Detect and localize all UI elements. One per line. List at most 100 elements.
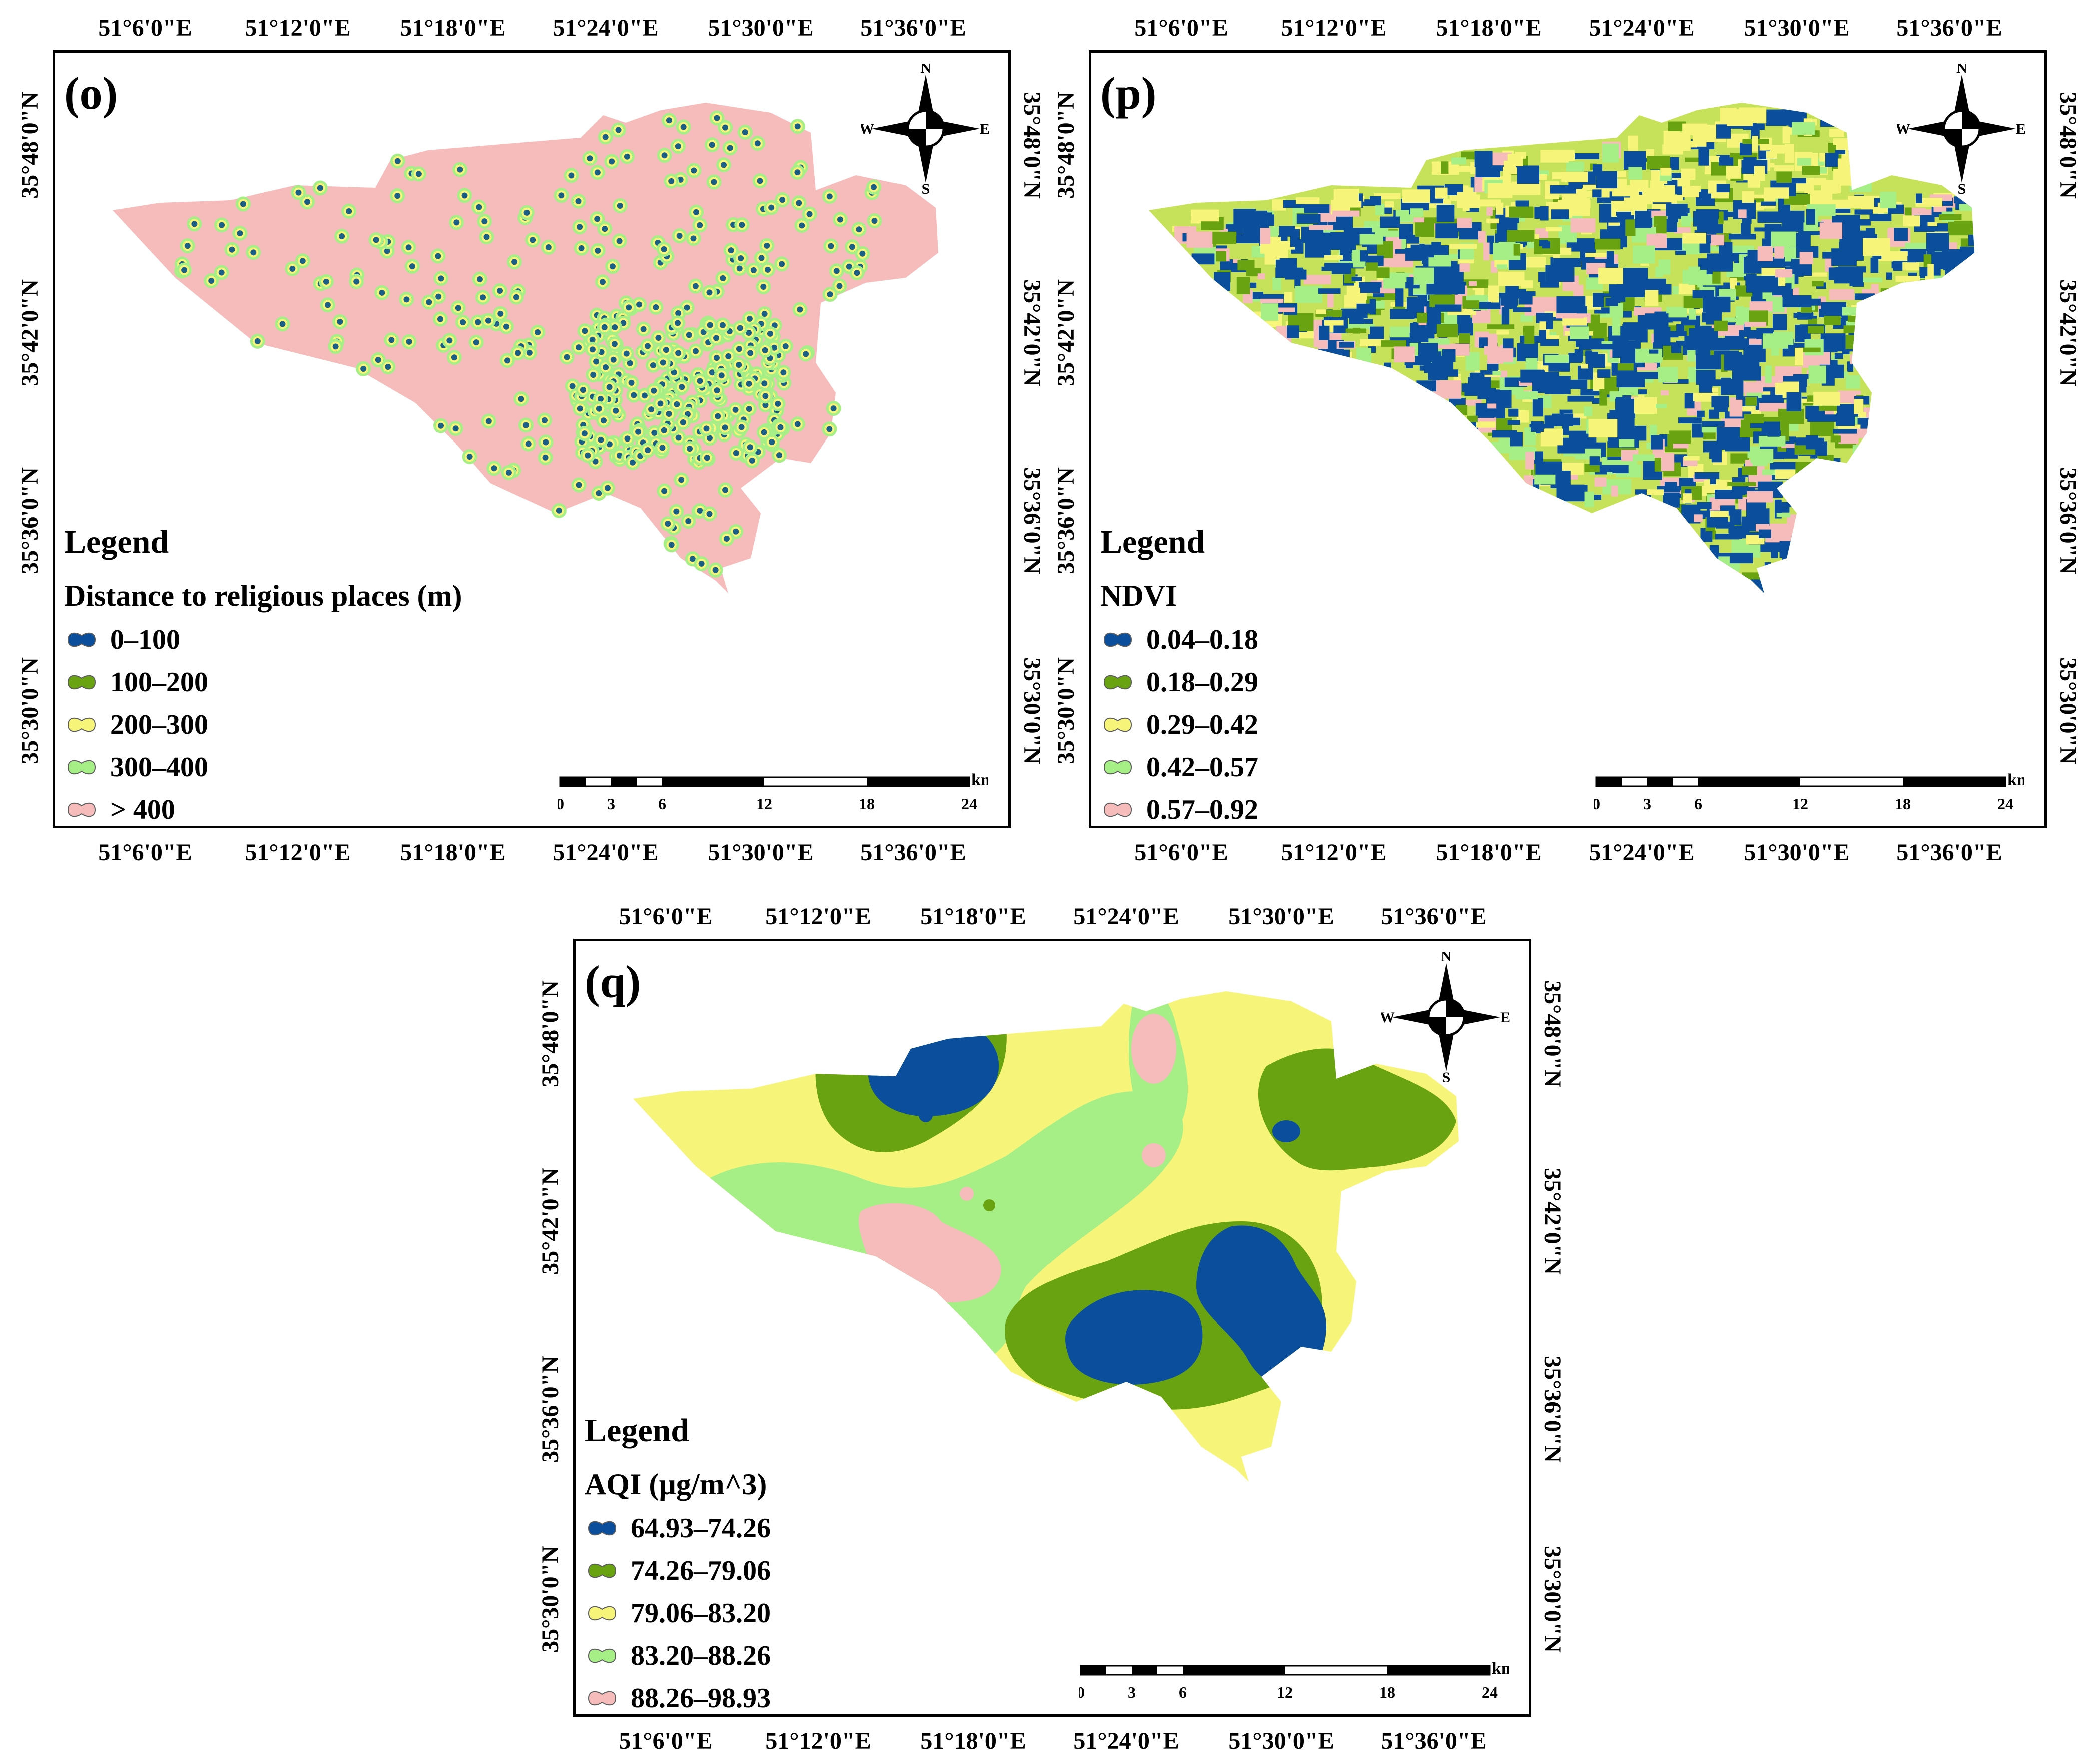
ndvi-pixel: [1712, 387, 1718, 392]
ndvi-pixel: [1660, 167, 1672, 176]
religious-place-point: [697, 222, 703, 228]
ndvi-pixel: [1532, 398, 1543, 417]
ndvi-pixel: [1267, 307, 1295, 312]
lat-tick: 35°42'0"N: [537, 1168, 564, 1275]
ndvi-pixel: [1501, 306, 1510, 325]
religious-place-point: [776, 452, 783, 459]
ndvi-pixel: [1191, 253, 1215, 265]
ndvi-pixel: [1822, 252, 1832, 259]
ndvi-pixel: [1744, 322, 1767, 327]
ndvi-pixel: [1539, 240, 1548, 246]
ndvi-pixel: [1566, 323, 1591, 328]
ndvi-pixel: [1583, 433, 1590, 441]
legend-title: Legend: [1100, 524, 1205, 560]
ndvi-pixel: [1711, 396, 1729, 408]
map-frame: (o) N S E W Legend Distance to religious…: [53, 50, 1011, 828]
ndvi-pixel: [1776, 171, 1792, 183]
ndvi-pixel: [1683, 296, 1707, 308]
ndvi-pixel: [1576, 306, 1587, 314]
religious-place-point: [437, 422, 444, 429]
ndvi-pixel: [1754, 166, 1765, 181]
ndvi-pixel: [1570, 326, 1589, 339]
religious-place-point: [746, 406, 752, 412]
religious-place-point: [602, 134, 609, 140]
ndvi-pixel: [1741, 223, 1751, 235]
lat-tick: 35°48'0"N: [1539, 980, 1566, 1087]
religious-place-point: [360, 366, 367, 372]
ndvi-pixel: [1762, 469, 1785, 475]
ndvi-pixel: [1486, 207, 1493, 216]
ndvi-pixel: [1658, 367, 1678, 383]
ndvi-pixel: [1435, 187, 1448, 199]
ndvi-pixel: [1943, 254, 1966, 270]
ndvi-pixel: [1394, 346, 1415, 363]
ndvi-pixel: [1870, 257, 1879, 273]
religious-place-point: [589, 346, 596, 353]
panel-label: (o): [64, 68, 118, 119]
ndvi-pixel: [1388, 193, 1398, 199]
religious-place-point: [497, 310, 504, 317]
ndvi-pixel: [1553, 258, 1581, 267]
ndvi-pixel: [1585, 351, 1598, 356]
ndvi-pixel: [1671, 344, 1682, 353]
lat-tick: 35°42'0"N: [17, 279, 43, 386]
ndvi-pixel: [1584, 491, 1594, 507]
religious-place-point: [799, 222, 805, 229]
religious-place-point: [713, 355, 720, 361]
lon-tick: 51°6'0"E: [98, 15, 192, 41]
ndvi-pixel: [1736, 381, 1744, 400]
ndvi-pixel: [1606, 251, 1614, 265]
religious-place-point: [760, 283, 767, 290]
religious-place-point: [455, 305, 461, 311]
ndvi-pixel: [1385, 201, 1394, 208]
ndvi-pixel: [1585, 253, 1607, 257]
lat-tick: 35°36'0"N: [1539, 1356, 1566, 1463]
religious-place-point: [720, 162, 727, 168]
religious-place-point: [722, 124, 729, 131]
ndvi-pixel: [1642, 188, 1653, 205]
legend-subtitle: AQI (µg/m^3): [585, 1468, 767, 1501]
south-letter: S: [1442, 1069, 1451, 1082]
religious-place-point: [457, 166, 463, 173]
ndvi-pixel: [1611, 485, 1618, 497]
ndvi-pixel: [1487, 403, 1497, 409]
ndvi-pixel: [1707, 253, 1733, 272]
ndvi-pixel: [1488, 285, 1499, 303]
ndvi-pixel: [1275, 259, 1288, 277]
ndvi-pixel: [1545, 227, 1562, 232]
religious-place-point: [718, 372, 725, 379]
ndvi-pixel: [1520, 314, 1533, 322]
legend-swatch-icon: [588, 1521, 617, 1536]
ndvi-pixel: [1648, 210, 1670, 218]
religious-place-point: [780, 369, 787, 376]
religious-place-point: [483, 234, 490, 240]
ndvi-pixel: [1594, 477, 1607, 487]
religious-place-point: [837, 216, 843, 223]
religious-place-point: [640, 326, 647, 332]
religious-place-point: [609, 158, 615, 165]
religious-place-point: [661, 488, 668, 494]
religious-place-point: [762, 347, 768, 353]
ndvi-pixel: [1487, 324, 1515, 329]
religious-place-point: [764, 242, 770, 249]
ndvi-pixel: [1474, 151, 1493, 167]
religious-place-point: [446, 337, 453, 344]
ndvi-pixel: [1261, 303, 1279, 321]
ndvi-pixel: [1820, 333, 1846, 352]
lat-tick: 35°48'0"N: [2055, 92, 2081, 199]
svg-text:24: 24: [1482, 1683, 1498, 1701]
religious-place-point: [564, 354, 570, 360]
religious-place-point: [332, 343, 339, 350]
religious-place-point: [254, 338, 261, 344]
north-arrow-icon: N S E W: [1381, 952, 1510, 1082]
ndvi-pixel: [1466, 415, 1478, 422]
ndvi-pixel: [1295, 197, 1320, 204]
ndvi-pixel: [1539, 330, 1546, 341]
ndvi-pixel: [1605, 297, 1618, 306]
religious-place-point: [299, 258, 306, 264]
religious-place-point: [518, 396, 524, 402]
religious-place-point: [680, 419, 686, 426]
ndvi-pixel: [1758, 529, 1771, 538]
ndvi-pixel: [1457, 194, 1480, 208]
north-letter: N: [1441, 952, 1452, 965]
